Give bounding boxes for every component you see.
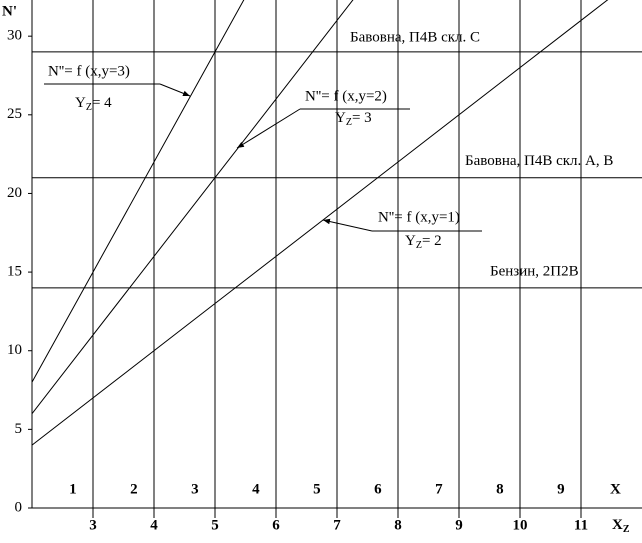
x2-tick-label: 4: [252, 481, 260, 497]
x-tick-label: 8: [394, 517, 402, 533]
line-series: [32, 0, 609, 446]
yz-label: YZ= 3: [335, 110, 372, 128]
x2-tick-label: 8: [496, 481, 504, 497]
x2-axis-label: X: [610, 481, 621, 497]
x2-tick-label: 6: [374, 481, 382, 497]
annotation-arrow: [322, 218, 373, 232]
annotation-arrow: [159, 83, 191, 97]
line-series: [32, 0, 245, 383]
yz-sub: Z: [86, 102, 92, 113]
x-tick-label: 9: [455, 517, 463, 533]
y-axis-label: N': [2, 3, 17, 19]
y-tick-label: 10: [7, 342, 22, 358]
x-axis-label: XZ: [612, 517, 630, 535]
yz-rest: = 2: [422, 233, 442, 249]
reference-label: Бензин, 2П2В: [490, 263, 579, 279]
y-tick-label: 5: [15, 421, 23, 437]
x-tick-label: 10: [513, 517, 528, 533]
formula-label: N''= f (x,y=1): [378, 209, 460, 225]
yz-rest: = 4: [92, 95, 112, 111]
x2-tick-label: 2: [130, 481, 138, 497]
y-tick-label: 25: [7, 106, 22, 122]
yz-sub: Z: [346, 117, 352, 128]
yz-label: YZ= 2: [405, 233, 442, 251]
x2-tick-label: 9: [557, 481, 565, 497]
yz-main: Y: [335, 110, 346, 126]
x-tick-label: 6: [272, 517, 280, 533]
y-tick-label: 20: [7, 185, 22, 201]
plot-lines: [32, 0, 609, 446]
annotation-arrow: [236, 108, 301, 149]
yz-label: YZ= 4: [75, 95, 112, 113]
formula-label: N''= f (x,y=2): [305, 88, 387, 104]
line-series: [32, 0, 354, 414]
x2-tick-label: 5: [313, 481, 321, 497]
y-tick-label: 30: [7, 28, 22, 44]
x2-tick-label: 7: [435, 481, 443, 497]
x-tick-label: 5: [211, 517, 219, 533]
reference-label: Бавовна, П4В скл. С: [350, 29, 480, 45]
x2-tick-label: 1: [69, 481, 77, 497]
x-tick-label: 3: [89, 517, 97, 533]
x-tick-label: 4: [150, 517, 158, 533]
x-tick-label: 7: [333, 517, 341, 533]
yz-sub: Z: [416, 240, 422, 251]
formula-label: N''= f (x,y=3): [48, 63, 130, 79]
x-tick-label: 11: [574, 517, 588, 533]
yz-rest: = 3: [352, 110, 372, 126]
y-tick-label: 15: [7, 264, 22, 280]
yz-main: Y: [405, 233, 416, 249]
reference-label: Бавовна, П4В скл. А, В: [465, 153, 613, 169]
x2-tick-label: 3: [191, 481, 199, 497]
y-tick-label: 0: [15, 499, 23, 515]
yz-main: Y: [75, 95, 86, 111]
